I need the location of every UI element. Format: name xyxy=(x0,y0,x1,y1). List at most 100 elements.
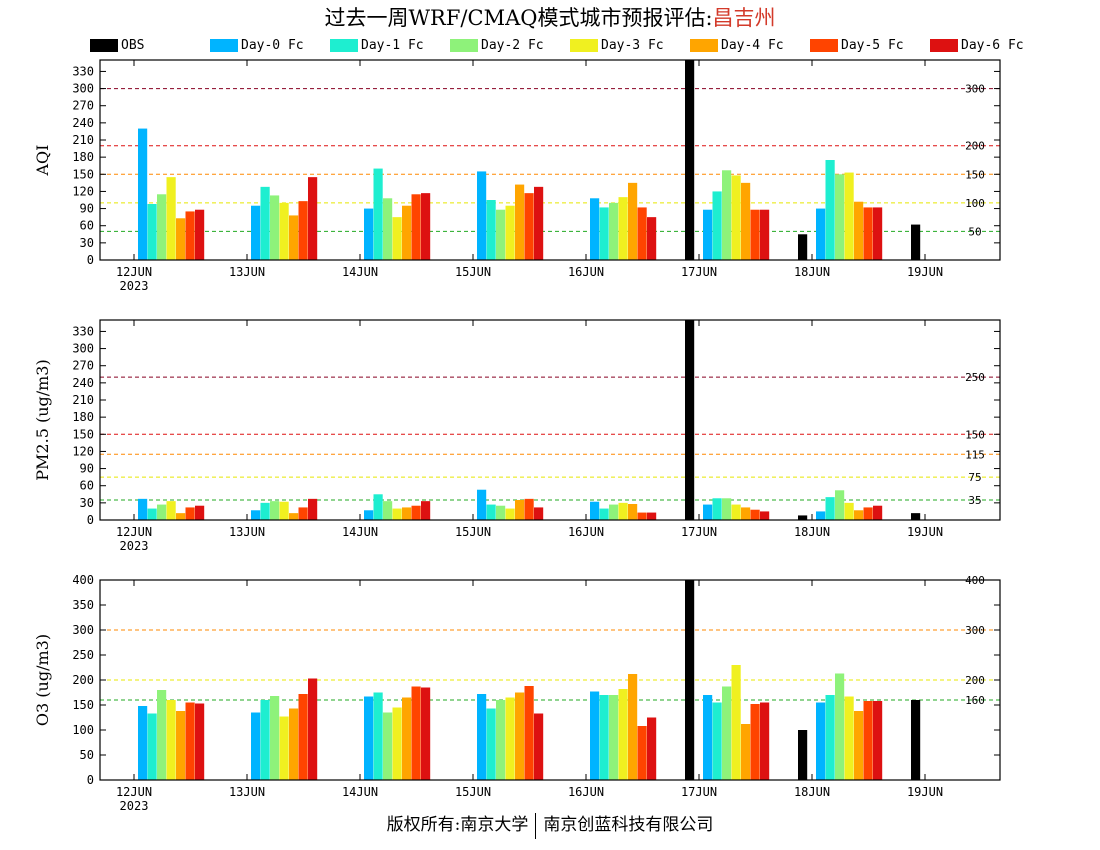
legend-item-day-4-fc: Day-4 Fc xyxy=(690,37,784,53)
x-tick-label: 12JUN xyxy=(116,785,152,799)
bar-day-1-fc xyxy=(825,695,835,780)
footer-credits: 版权所有:南京大学 南京创蓝科技有限公司 xyxy=(0,810,1100,839)
bar-day-6-fc xyxy=(308,177,318,260)
bar-day-5-fc xyxy=(637,207,647,260)
bar-day-1-fc xyxy=(825,497,835,520)
legend-item-day-6-fc: Day-6 Fc xyxy=(930,37,1024,53)
bar-day-1-fc xyxy=(373,494,383,520)
bar-day-0-fc xyxy=(364,696,374,780)
footer-divider xyxy=(535,812,537,839)
y-tick-label: 180 xyxy=(72,410,94,424)
y-tick-label: 300 xyxy=(72,82,94,96)
bar-day-2-fc xyxy=(835,490,845,520)
bar-obs xyxy=(798,515,808,520)
bar-day-3-fc xyxy=(279,716,289,780)
bar-day-5-fc xyxy=(750,704,760,780)
bar-day-4-fc xyxy=(854,711,864,780)
bar-day-0-fc xyxy=(251,712,261,780)
y-tick-label: 60 xyxy=(80,479,94,493)
y-tick-label: 90 xyxy=(80,462,94,476)
bar-day-3-fc xyxy=(392,217,402,260)
bar-day-0-fc xyxy=(816,208,826,260)
bar-day-6-fc xyxy=(308,678,318,780)
bar-day-4-fc xyxy=(176,711,186,780)
bar-day-2-fc xyxy=(270,501,280,520)
bar-day-3-fc xyxy=(279,501,289,520)
legend-label: Day-0 Fc xyxy=(241,37,304,53)
bar-day-0-fc xyxy=(703,504,713,520)
bar-day-2-fc xyxy=(496,505,506,520)
legend-swatch xyxy=(90,38,118,52)
y-tick-label: 330 xyxy=(72,324,94,338)
bar-day-6-fc xyxy=(873,505,883,520)
x-tick-label: 16JUN xyxy=(568,785,604,799)
bar-day-2-fc xyxy=(835,174,845,260)
y-tick-label: 330 xyxy=(72,64,94,78)
y-tick-label: 60 xyxy=(80,219,94,233)
y-tick-label: 120 xyxy=(72,184,94,198)
bar-day-3-fc xyxy=(279,202,289,260)
bar-day-2-fc xyxy=(609,695,619,780)
legend-swatch xyxy=(930,38,958,52)
bar-day-3-fc xyxy=(166,501,176,520)
bar-day-3-fc xyxy=(618,689,628,780)
reference-line-label: 250 xyxy=(965,371,985,384)
bar-day-4-fc xyxy=(289,708,299,780)
bar-day-6-fc xyxy=(647,217,657,260)
bar-day-4-fc xyxy=(628,674,638,780)
bar-day-6-fc xyxy=(534,507,544,520)
bar-day-3-fc xyxy=(731,665,741,780)
y-tick-label: 0 xyxy=(87,513,94,527)
bar-day-3-fc xyxy=(731,175,741,260)
y-tick-label: 210 xyxy=(72,393,94,407)
x-tick-label: 19JUN xyxy=(907,265,943,279)
bar-day-2-fc xyxy=(722,170,732,260)
bar-day-0-fc xyxy=(590,501,600,520)
bar-day-4-fc xyxy=(741,182,751,260)
bar-day-5-fc xyxy=(750,509,760,520)
bar-day-1-fc xyxy=(373,168,383,260)
y-axis-title: O3 (ug/m3) xyxy=(33,634,52,726)
x-tick-label: 15JUN xyxy=(455,525,491,539)
y-tick-label: 210 xyxy=(72,133,94,147)
bar-day-1-fc xyxy=(599,207,609,260)
y-tick-label: 200 xyxy=(72,673,94,687)
bar-day-0-fc xyxy=(703,695,713,780)
footer-right: 南京创蓝科技有限公司 xyxy=(543,815,714,835)
bar-day-6-fc xyxy=(421,687,431,780)
legend-label: Day-2 Fc xyxy=(481,37,544,53)
y-tick-label: 350 xyxy=(72,598,94,612)
bar-day-6-fc xyxy=(421,501,431,520)
x-tick-label: 12JUN xyxy=(116,525,152,539)
reference-line-label: 115 xyxy=(965,448,985,461)
bar-day-1-fc xyxy=(260,700,270,780)
y-tick-label: 0 xyxy=(87,773,94,787)
bar-day-4-fc xyxy=(176,218,186,260)
bar-day-2-fc xyxy=(722,686,732,780)
bar-day-1-fc xyxy=(712,498,722,520)
y-tick-label: 150 xyxy=(72,698,94,712)
x-tick-label: 14JUN xyxy=(342,525,378,539)
bar-day-1-fc xyxy=(260,186,270,260)
legend-swatch xyxy=(570,38,598,52)
bar-day-0-fc xyxy=(251,510,261,520)
bar-day-3-fc xyxy=(392,707,402,780)
bar-day-5-fc xyxy=(185,507,195,520)
y-axis-title: AQI xyxy=(33,145,52,177)
bar-day-0-fc xyxy=(477,171,487,260)
legend-swatch xyxy=(690,38,718,52)
bar-day-4-fc xyxy=(628,182,638,260)
plot-frame xyxy=(99,319,1001,521)
x-tick-label: 12JUN xyxy=(116,265,152,279)
bar-day-6-fc xyxy=(647,717,657,780)
bar-day-3-fc xyxy=(166,700,176,780)
x-tick-label: 15JUN xyxy=(455,265,491,279)
bar-day-3-fc xyxy=(844,502,854,520)
y-axis-title: PM2.5 (ug/m3) xyxy=(33,359,52,480)
bar-day-5-fc xyxy=(524,686,534,780)
x-tick-label: 13JUN xyxy=(229,525,265,539)
reference-line-label: 300 xyxy=(965,83,985,96)
bar-day-0-fc xyxy=(590,691,600,780)
legend-swatch xyxy=(210,38,238,52)
